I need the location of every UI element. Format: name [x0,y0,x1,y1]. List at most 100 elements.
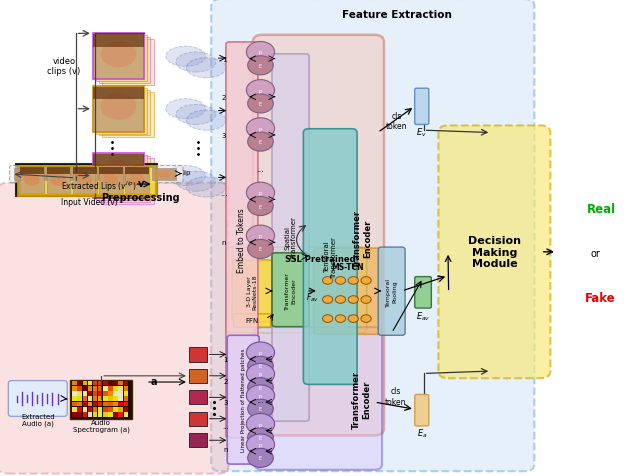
Text: Transformer
Encoder: Transformer Encoder [352,370,371,427]
Text: E: E [259,364,262,368]
Circle shape [77,175,92,187]
Text: ...: ... [257,165,264,173]
Text: E: E [259,64,262,69]
Text: Spatial
Transformer: Spatial Transformer [284,217,297,259]
Bar [20,169,44,193]
Circle shape [323,315,333,323]
Text: 3: 3 [223,399,228,405]
Text: E: E [259,407,262,411]
Bar [73,169,97,193]
Bar [77,386,82,391]
Bar [118,391,123,396]
Text: $E_v$: $E_v$ [417,126,427,139]
Circle shape [51,175,66,187]
Circle shape [100,94,136,120]
FancyBboxPatch shape [255,327,382,470]
Bar [102,40,154,86]
Bar [108,412,113,417]
Circle shape [248,428,273,447]
Bar [103,407,108,412]
Circle shape [348,315,358,323]
Text: FFN: FFN [246,318,259,324]
Text: E: E [259,204,262,209]
Circle shape [246,183,275,204]
Circle shape [100,41,136,68]
Bar [70,380,132,419]
FancyBboxPatch shape [234,314,271,327]
Text: p: p [259,191,262,196]
Bar [99,168,123,174]
Bar [72,386,77,391]
Ellipse shape [166,47,205,67]
Text: E: E [259,102,262,107]
Bar [72,412,77,417]
Bar [99,90,150,136]
Bar [99,38,150,84]
Bar [108,402,113,407]
Text: Embed to Tokens: Embed to Tokens [237,208,246,273]
Bar [124,397,128,401]
Circle shape [361,315,371,323]
FancyBboxPatch shape [272,253,309,327]
Text: Input Video (v): Input Video (v) [61,198,118,207]
Bar [77,397,82,401]
Text: Transformer
Encoder: Transformer Encoder [285,271,296,309]
Circle shape [24,175,40,187]
Text: $E_a$: $E_a$ [417,427,427,439]
Bar [77,412,82,417]
Bar [189,347,207,362]
Text: n: n [221,240,227,246]
Bar [93,88,144,100]
Text: Extracted
Audio (a): Extracted Audio (a) [21,413,54,426]
Bar [108,397,113,401]
Circle shape [335,277,346,285]
Text: p: p [259,393,262,398]
Bar [103,412,108,417]
Text: Fake: Fake [585,291,616,304]
Ellipse shape [186,111,226,131]
Bar [69,169,93,180]
Bar [108,386,113,391]
FancyBboxPatch shape [0,183,228,474]
Bar [108,391,113,396]
Bar [103,386,108,391]
Circle shape [361,277,371,285]
Text: ...: ... [222,423,228,429]
Text: 2: 2 [222,95,226,100]
Text: n: n [223,446,228,452]
Circle shape [248,197,273,216]
Circle shape [103,170,115,179]
Text: Linear Projection of flattened patches: Linear Projection of flattened patches [241,348,246,451]
Circle shape [246,364,275,385]
Text: E: E [259,385,262,390]
Bar [113,407,118,412]
Bar [83,381,87,386]
Bar [99,169,123,193]
Text: Real: Real [587,203,616,216]
Text: p: p [259,127,262,131]
Bar [93,391,97,396]
Bar [93,35,144,48]
Text: Temporal
Pooling: Temporal Pooling [387,277,397,306]
Text: E: E [259,140,262,145]
Bar [98,397,102,401]
FancyBboxPatch shape [226,43,258,438]
FancyBboxPatch shape [211,0,534,471]
FancyBboxPatch shape [303,129,357,385]
Ellipse shape [176,53,216,73]
Text: p: p [259,234,262,238]
Circle shape [246,226,275,247]
Text: p: p [259,372,262,377]
Bar [77,391,82,396]
Bar [96,89,147,134]
Text: Decision
Making
Module: Decision Making Module [468,236,521,269]
Bar [113,397,118,401]
Text: cls
token: cls token [386,112,408,131]
Bar [118,381,123,386]
FancyBboxPatch shape [227,336,259,464]
Bar [108,407,113,412]
Circle shape [246,80,275,101]
Bar [96,36,147,82]
Bar [14,169,38,180]
Circle shape [248,240,273,259]
